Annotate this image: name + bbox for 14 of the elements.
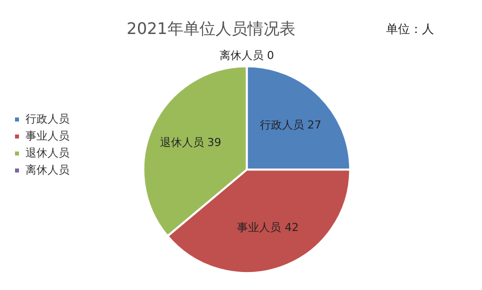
text: 单位：人 xyxy=(386,22,434,36)
legend-label: 行政人员 xyxy=(26,112,70,126)
slice-label: 事业人员 xyxy=(237,220,282,234)
data-label: 39 xyxy=(207,136,222,150)
legend-label: 事业人员 xyxy=(26,129,70,142)
text: 0 xyxy=(267,49,274,62)
category-label: 离休人员 xyxy=(220,49,264,62)
chart-title: 2021年单位人员情况表 xyxy=(126,18,296,38)
data-label: 42 xyxy=(284,220,299,234)
data-label: 27 xyxy=(307,118,322,132)
legend-label: 离休人员 xyxy=(26,163,70,176)
legend-label: 退休人员 xyxy=(26,146,70,160)
slice-label: 行政人员 xyxy=(260,118,304,132)
slice-label: 退休人员 xyxy=(160,136,204,150)
